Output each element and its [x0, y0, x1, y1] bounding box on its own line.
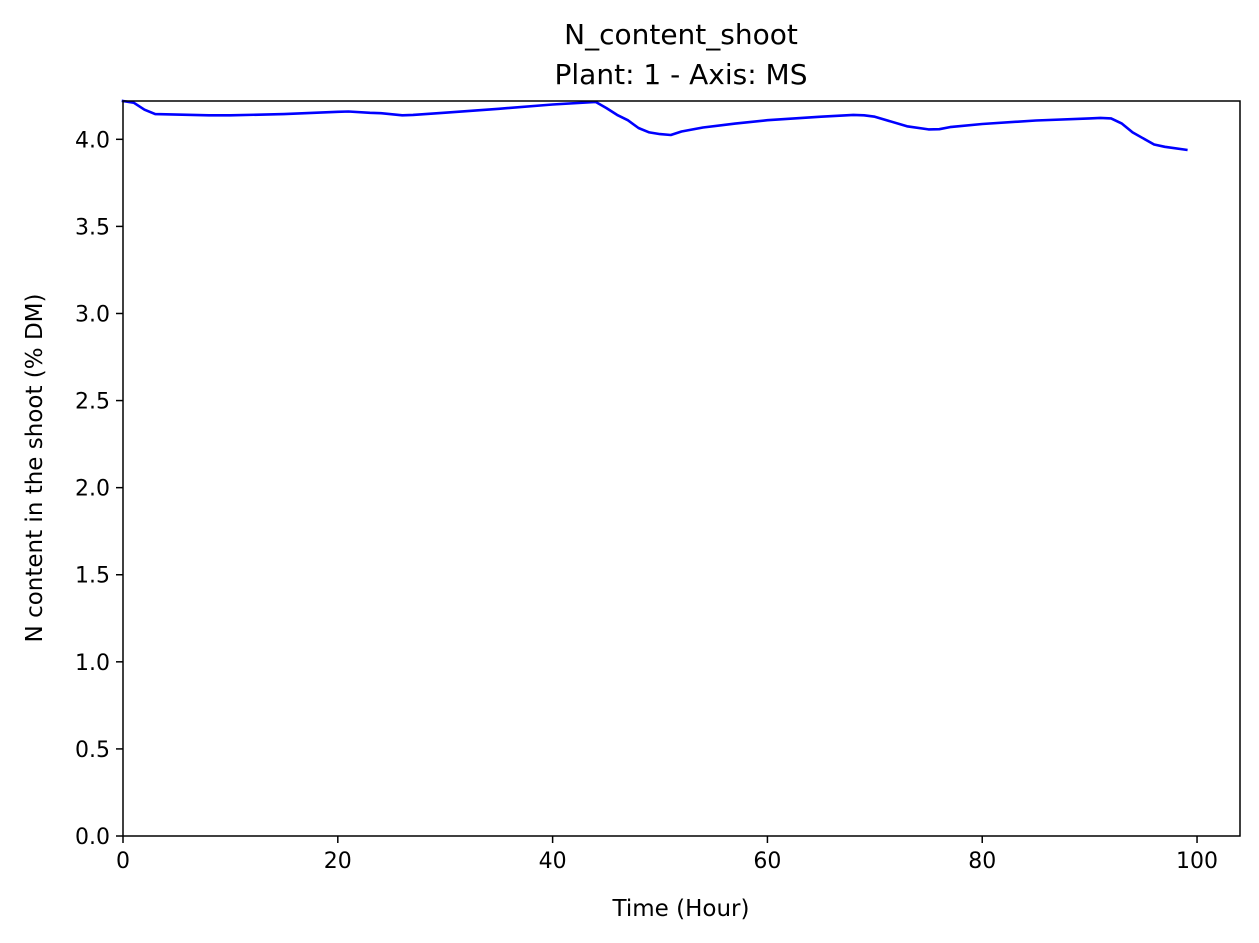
chart-subtitle: Plant: 1 - Axis: MS [555, 58, 808, 91]
y-tick-label: 1.0 [75, 651, 110, 676]
y-tick-label: 2.0 [75, 477, 110, 502]
y-tick-label: 3.5 [75, 215, 110, 240]
chart-titles: N_content_shoot Plant: 1 - Axis: MS [555, 18, 808, 91]
x-tick-label: 80 [968, 849, 996, 874]
x-axis: 0 20 40 60 80 100 [116, 836, 1218, 874]
chart-title: N_content_shoot [564, 18, 798, 51]
y-tick-label: 0.0 [75, 825, 110, 850]
x-tick-label: 60 [753, 849, 781, 874]
y-tick-label: 3.0 [75, 302, 110, 327]
plot-area [121, 99, 1241, 837]
plot-frame [122, 100, 1241, 837]
y-tick-label: 4.0 [75, 128, 110, 153]
x-tick-label: 100 [1176, 849, 1218, 874]
y-axis: 0.0 0.5 1.0 1.5 2.0 2.5 3.0 3.5 4.0 [75, 128, 123, 850]
x-axis-label: Time (Hour) [612, 896, 750, 922]
x-tick-label: 0 [116, 849, 130, 874]
y-tick-label: 1.5 [75, 564, 110, 589]
series-layer [121, 99, 1188, 152]
y-axis-label: N content in the shoot (% DM) [22, 294, 48, 643]
plot-background [123, 101, 1240, 836]
x-tick-label: 20 [324, 849, 352, 874]
y-tick-label: 2.5 [75, 390, 110, 415]
series-line [121, 99, 1188, 152]
x-tick-label: 40 [539, 849, 567, 874]
y-tick-label: 0.5 [75, 738, 110, 763]
